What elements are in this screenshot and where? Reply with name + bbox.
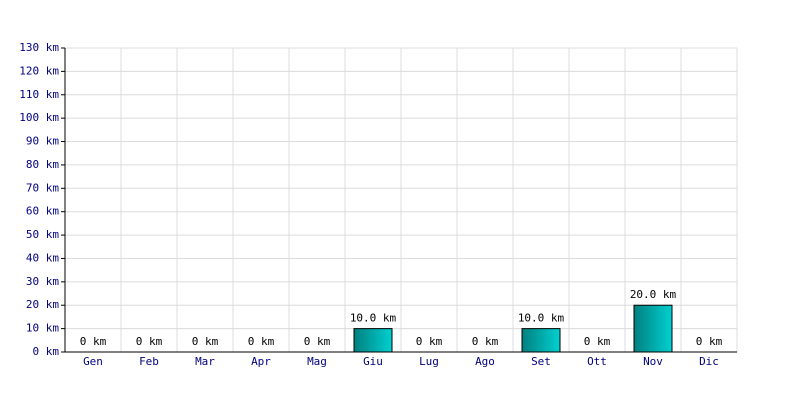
x-tick-label: Set [531, 355, 551, 368]
x-tick-label: Mag [307, 355, 327, 368]
data-label: 0 km [192, 335, 219, 348]
grid [65, 47, 738, 353]
y-tick-label: 40 km [26, 251, 59, 264]
y-tick-label: 50 km [26, 228, 59, 241]
x-tick-label: Mar [195, 355, 215, 368]
y-tick-label: 100 km [19, 111, 59, 124]
x-tick-label: Dic [699, 355, 719, 368]
x-tick-label: Giu [363, 355, 383, 368]
bar [633, 304, 673, 353]
x-tick-label: Apr [251, 355, 271, 368]
x-tick-label: Lug [419, 355, 439, 368]
bar [353, 328, 393, 353]
data-label: 0 km [696, 335, 723, 348]
data-label: 10.0 km [350, 312, 397, 325]
data-label: 0 km [416, 335, 443, 348]
data-label: 0 km [80, 335, 107, 348]
y-tick-label: 80 km [26, 158, 59, 171]
data-label: 20.0 km [630, 288, 677, 301]
x-tick-label: Feb [139, 355, 159, 368]
y-tick-label: 10 km [26, 322, 59, 335]
data-label: 0 km [304, 335, 331, 348]
y-tick-label: 110 km [19, 88, 59, 101]
y-tick-label: 70 km [26, 181, 59, 194]
marks [353, 304, 673, 353]
x-tick-label: Ott [587, 355, 607, 368]
bar [521, 328, 561, 353]
data-label: 0 km [584, 335, 611, 348]
x-tick-label: Gen [83, 355, 103, 368]
data-label: 0 km [472, 335, 499, 348]
data-label: 0 km [248, 335, 275, 348]
x-tick-label: Nov [643, 355, 663, 368]
y-tick-label: 130 km [19, 41, 59, 54]
y-tick-label: 90 km [26, 135, 59, 148]
y-tick-label: 20 km [26, 298, 59, 311]
data-label: 0 km [136, 335, 163, 348]
y-tick-label: 0 km [33, 345, 60, 358]
y-tick-label: 60 km [26, 205, 59, 218]
x-tick-label: Ago [475, 355, 495, 368]
y-tick-label: 120 km [19, 64, 59, 77]
y-tick-label: 30 km [26, 275, 59, 288]
data-label: 10.0 km [518, 312, 565, 325]
